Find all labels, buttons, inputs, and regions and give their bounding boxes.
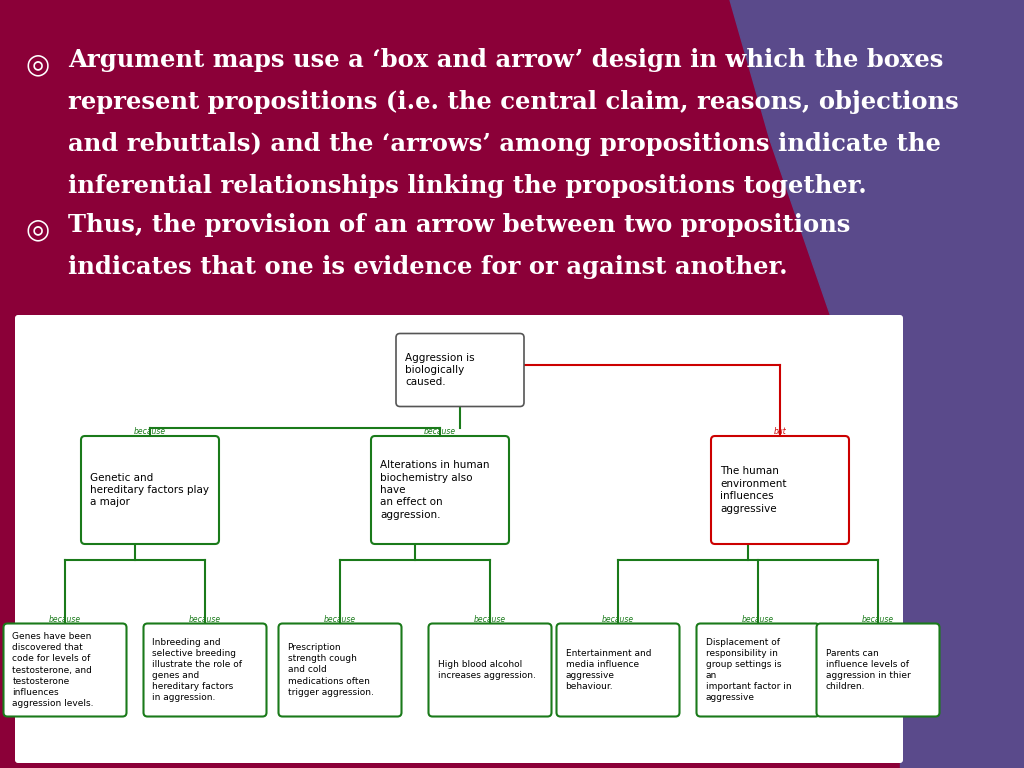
Text: ◎: ◎ xyxy=(26,50,50,78)
Text: because: because xyxy=(742,615,774,624)
FancyBboxPatch shape xyxy=(816,624,939,717)
Text: Inbreeding and
selective breeding
illustrate the role of
genes and
hereditary fa: Inbreeding and selective breeding illust… xyxy=(153,637,243,702)
Text: and rebuttals) and the ‘arrows’ among propositions indicate the: and rebuttals) and the ‘arrows’ among pr… xyxy=(68,132,941,156)
Text: Thus, the provision of an arrow between two propositions: Thus, the provision of an arrow between … xyxy=(68,213,850,237)
Text: Aggression is
biologically
caused.: Aggression is biologically caused. xyxy=(406,353,475,387)
FancyBboxPatch shape xyxy=(279,624,401,717)
Text: High blood alcohol
increases aggression.: High blood alcohol increases aggression. xyxy=(437,660,536,680)
Text: Prescription
strength cough
and cold
medications often
trigger aggression.: Prescription strength cough and cold med… xyxy=(288,644,374,697)
FancyBboxPatch shape xyxy=(81,436,219,544)
FancyBboxPatch shape xyxy=(396,333,524,406)
FancyBboxPatch shape xyxy=(556,624,680,717)
Text: because: because xyxy=(862,615,894,624)
FancyBboxPatch shape xyxy=(371,436,509,544)
Text: because: because xyxy=(49,615,81,624)
Text: because: because xyxy=(134,428,166,436)
Text: represent propositions (i.e. the central claim, reasons, objections: represent propositions (i.e. the central… xyxy=(68,90,958,114)
Text: Genetic and
hereditary factors play
a major: Genetic and hereditary factors play a ma… xyxy=(90,472,209,508)
FancyBboxPatch shape xyxy=(15,315,903,763)
Text: because: because xyxy=(324,615,356,624)
FancyBboxPatch shape xyxy=(428,624,552,717)
Text: The human
environment
influences
aggressive: The human environment influences aggress… xyxy=(720,466,786,514)
Text: because: because xyxy=(602,615,634,624)
Text: Displacement of
responsibility in
group settings is
an
important factor in
aggre: Displacement of responsibility in group … xyxy=(706,637,792,702)
FancyBboxPatch shape xyxy=(143,624,266,717)
Text: but: but xyxy=(773,428,786,436)
Text: indicates that one is evidence for or against another.: indicates that one is evidence for or ag… xyxy=(68,255,787,279)
Text: ◎: ◎ xyxy=(26,215,50,243)
Text: because: because xyxy=(424,428,456,436)
FancyBboxPatch shape xyxy=(696,624,819,717)
Text: Parents can
influence levels of
aggression in thier
children.: Parents can influence levels of aggressi… xyxy=(825,649,910,691)
FancyBboxPatch shape xyxy=(711,436,849,544)
Text: because: because xyxy=(189,615,221,624)
Polygon shape xyxy=(900,430,1024,768)
Text: inferential relationships linking the propositions together.: inferential relationships linking the pr… xyxy=(68,174,866,198)
Text: because: because xyxy=(474,615,506,624)
Polygon shape xyxy=(730,0,1024,430)
Text: Genes have been
discovered that
code for levels of
testosterone, and
testosteron: Genes have been discovered that code for… xyxy=(12,632,94,708)
FancyBboxPatch shape xyxy=(3,624,127,717)
Text: Argument maps use a ‘box and arrow’ design in which the boxes: Argument maps use a ‘box and arrow’ desi… xyxy=(68,48,943,72)
Text: Entertainment and
media influence
aggressive
behaviour.: Entertainment and media influence aggres… xyxy=(565,649,651,691)
Text: Alterations in human
biochemistry also
have
an effect on
aggression.: Alterations in human biochemistry also h… xyxy=(380,460,489,520)
